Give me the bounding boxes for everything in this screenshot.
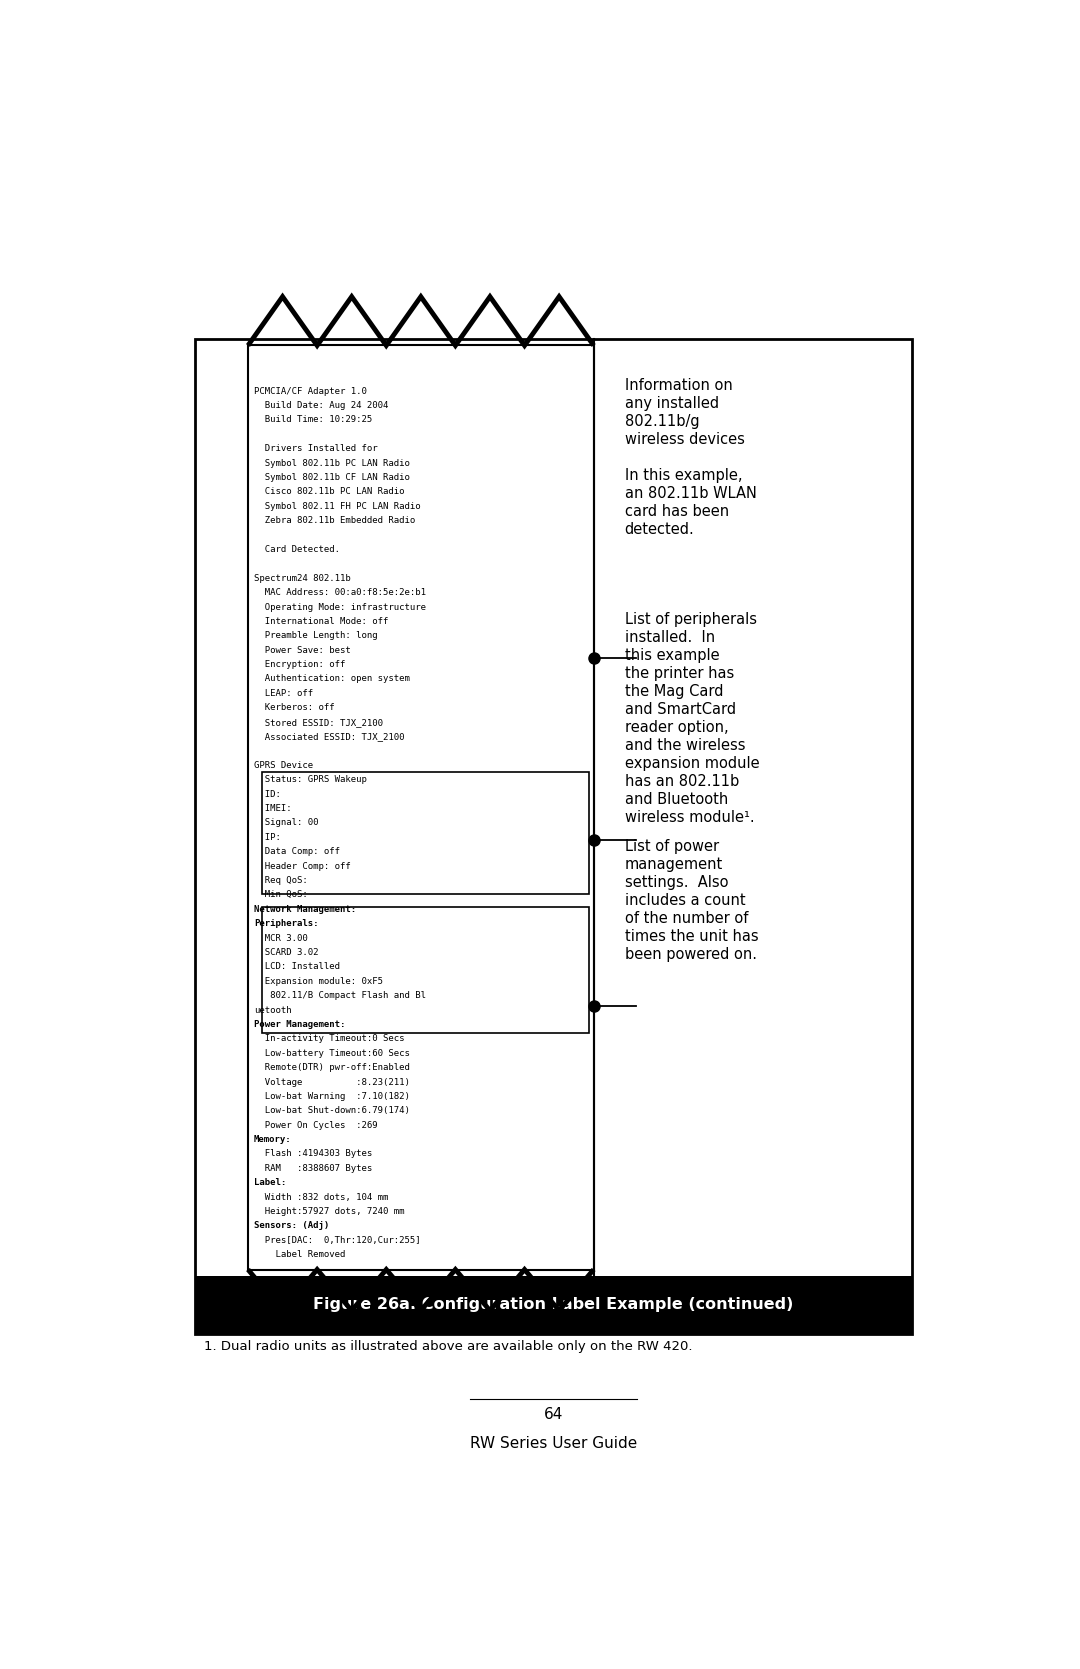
Text: MAC Address: 00:a0:f8:5e:2e:b1: MAC Address: 00:a0:f8:5e:2e:b1	[254, 587, 426, 598]
Text: Build Date: Aug 24 2004: Build Date: Aug 24 2004	[254, 401, 388, 411]
Text: SCARD 3.02: SCARD 3.02	[254, 948, 319, 956]
Text: Figure 26a: Configuration Label Example (continued): Figure 26a: Configuration Label Example …	[313, 1297, 794, 1312]
Text: Kerberos: off: Kerberos: off	[254, 703, 335, 713]
Text: Min QoS:: Min QoS:	[254, 890, 308, 900]
Text: Flash :4194303 Bytes: Flash :4194303 Bytes	[254, 1150, 373, 1158]
Text: Preamble Length: long: Preamble Length: long	[254, 631, 378, 641]
Text: RW Series User Guide: RW Series User Guide	[470, 1435, 637, 1450]
Text: Symbol 802.11b PC LAN Radio: Symbol 802.11b PC LAN Radio	[254, 459, 409, 467]
Text: Low-bat Shut-down:6.79(174): Low-bat Shut-down:6.79(174)	[254, 1107, 409, 1115]
Text: Stored ESSID: TJX_2100: Stored ESSID: TJX_2100	[254, 718, 382, 726]
Text: 1. Dual radio units as illustrated above are available only on the RW 420.: 1. Dual radio units as illustrated above…	[204, 1340, 692, 1354]
Text: Symbol 802.11b CF LAN Radio: Symbol 802.11b CF LAN Radio	[254, 472, 409, 482]
Text: Width :832 dots, 104 mm: Width :832 dots, 104 mm	[254, 1193, 388, 1202]
Text: Symbol 802.11 FH PC LAN Radio: Symbol 802.11 FH PC LAN Radio	[254, 502, 420, 511]
Bar	[195, 1275, 912, 1334]
Text: Header Comp: off: Header Comp: off	[254, 861, 351, 871]
Text: List of peripherals
installed.  In
this example
the printer has
the Mag Card
and: List of peripherals installed. In this e…	[624, 611, 759, 824]
Text: Status: GPRS Wakeup: Status: GPRS Wakeup	[254, 774, 367, 784]
Text: Low-battery Timeout:60 Secs: Low-battery Timeout:60 Secs	[254, 1048, 409, 1058]
Text: Operating Mode: infrastructure: Operating Mode: infrastructure	[254, 603, 426, 611]
Text: Peripherals:: Peripherals:	[254, 920, 319, 928]
Text: Power Save: best: Power Save: best	[254, 646, 351, 654]
Text: Req QoS:: Req QoS:	[254, 876, 308, 885]
Bar	[248, 345, 594, 1270]
Text: Build Time: 10:29:25: Build Time: 10:29:25	[254, 416, 373, 424]
Text: In-activity Timeout:0 Secs: In-activity Timeout:0 Secs	[254, 1035, 404, 1043]
Text: Low-bat Warning  :7.10(182): Low-bat Warning :7.10(182)	[254, 1092, 409, 1102]
Text: uetooth: uetooth	[254, 1005, 292, 1015]
Text: Memory:: Memory:	[254, 1135, 292, 1143]
Text: Label Removed: Label Removed	[254, 1250, 346, 1258]
Text: 802.11/B Compact Flash and Bl: 802.11/B Compact Flash and Bl	[254, 991, 426, 1000]
Text: ID:: ID:	[254, 789, 281, 799]
Text: Associated ESSID: TJX_2100: Associated ESSID: TJX_2100	[254, 733, 404, 741]
Text: Drivers Installed for: Drivers Installed for	[254, 444, 378, 454]
Text: Remote(DTR) pwr-off:Enabled: Remote(DTR) pwr-off:Enabled	[254, 1063, 409, 1071]
Text: Zebra 802.11b Embedded Radio: Zebra 802.11b Embedded Radio	[254, 516, 415, 526]
Text: Height:57927 dots, 7240 mm: Height:57927 dots, 7240 mm	[254, 1207, 404, 1217]
Text: Card Detected.: Card Detected.	[254, 546, 340, 554]
Text: Label:: Label:	[254, 1178, 286, 1187]
Text: IP:: IP:	[254, 833, 281, 841]
Bar	[195, 339, 912, 1334]
Text: Encryption: off: Encryption: off	[254, 661, 346, 669]
Text: Power Management:: Power Management:	[254, 1020, 346, 1028]
Text: International Mode: off: International Mode: off	[254, 618, 388, 626]
Text: GPRS Device: GPRS Device	[254, 761, 313, 769]
Text: Voltage          :8.23(211): Voltage :8.23(211)	[254, 1078, 409, 1087]
Text: LCD: Installed: LCD: Installed	[254, 963, 340, 971]
Text: Network Management:: Network Management:	[254, 905, 356, 915]
Text: List of power
management
settings.  Also
includes a count
of the number of
times: List of power management settings. Also …	[624, 840, 758, 961]
Text: 64: 64	[544, 1407, 563, 1422]
Text: Authentication: open system: Authentication: open system	[254, 674, 409, 684]
Text: RAM   :8388607 Bytes: RAM :8388607 Bytes	[254, 1163, 373, 1173]
Text: IMEI:: IMEI:	[254, 804, 292, 813]
Text: LEAP: off: LEAP: off	[254, 689, 313, 698]
Text: PCMCIA/CF Adapter 1.0: PCMCIA/CF Adapter 1.0	[254, 387, 367, 396]
Text: Pres[DAC:  0,Thr:120,Cur:255]: Pres[DAC: 0,Thr:120,Cur:255]	[254, 1235, 420, 1245]
Text: Information on
any installed
802.11b/g
wireless devices

In this example,
an 802: Information on any installed 802.11b/g w…	[624, 377, 756, 537]
Bar	[262, 908, 589, 1033]
Text: MCR 3.00: MCR 3.00	[254, 933, 308, 943]
Text: Power On Cycles  :269: Power On Cycles :269	[254, 1120, 378, 1130]
Text: Sensors: (Adj): Sensors: (Adj)	[254, 1222, 329, 1230]
Text: Signal: 00: Signal: 00	[254, 818, 319, 828]
Text: Cisco 802.11b PC LAN Radio: Cisco 802.11b PC LAN Radio	[254, 487, 404, 496]
Text: Expansion module: 0xF5: Expansion module: 0xF5	[254, 976, 382, 986]
Bar	[262, 773, 589, 895]
Text: Data Comp: off: Data Comp: off	[254, 848, 340, 856]
Text: Spectrum24 802.11b: Spectrum24 802.11b	[254, 574, 351, 582]
